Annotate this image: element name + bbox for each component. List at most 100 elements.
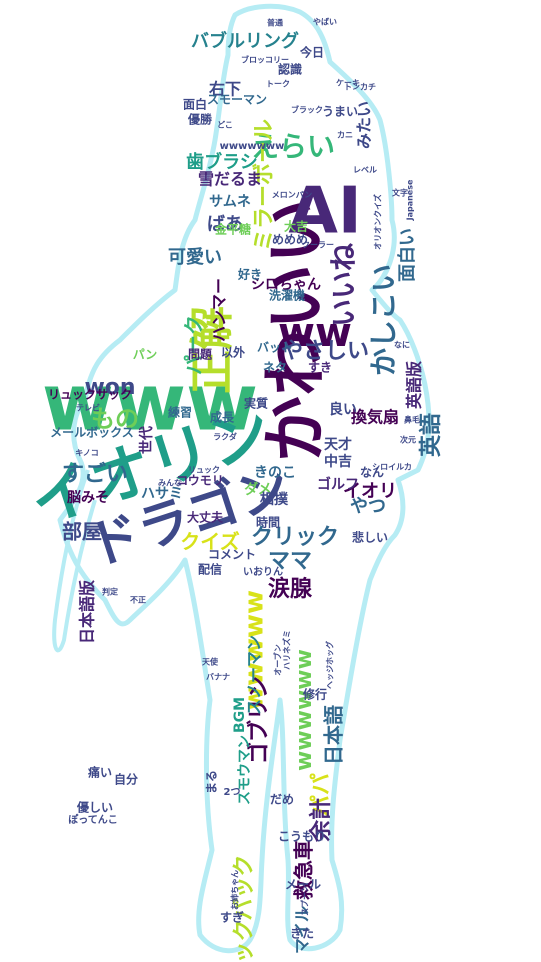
cloud-word: コウモリ	[176, 474, 224, 488]
cloud-word: クイズ	[180, 530, 239, 554]
cloud-word: オーブン	[273, 644, 283, 676]
cloud-word: ハンマー	[210, 278, 229, 342]
cloud-word: バット	[257, 341, 293, 355]
cloud-word: シロちゃん	[251, 277, 321, 293]
cloud-word: wwwwww	[292, 649, 317, 771]
cloud-word: 大吉	[284, 219, 308, 234]
cloud-word: ネタ	[263, 361, 287, 375]
cloud-word: 良い	[329, 401, 357, 418]
cloud-word: 大丈夫	[187, 510, 224, 525]
cloud-word: スプーン	[300, 884, 310, 916]
cloud-word: ハサミ	[141, 486, 183, 502]
cloud-word: バックパック	[232, 855, 257, 962]
cloud-word: 天使	[202, 657, 219, 667]
cloud-word: 世代	[138, 426, 155, 454]
cloud-word: 余計	[308, 798, 334, 843]
cloud-word: サムネ	[209, 194, 251, 210]
cloud-word: 鼻毛	[404, 415, 420, 425]
cloud-word: きた	[290, 927, 314, 941]
cloud-word: こうもり	[278, 830, 326, 844]
cloud-word: 練習	[168, 405, 192, 420]
cloud-word: パパ	[309, 773, 334, 817]
cloud-word: なに	[394, 341, 410, 350]
cloud-word: 面白	[183, 97, 207, 112]
cloud-word: マイル	[293, 906, 312, 954]
cloud-word: イオリ	[343, 481, 397, 502]
cloud-word: すぎ	[220, 910, 244, 925]
cloud-word: ゴブリン	[246, 676, 272, 764]
figure-silhouette-fill	[60, 6, 430, 951]
cloud-word: バブルリング	[191, 30, 299, 52]
cloud-word: ママ	[268, 549, 312, 574]
cloud-word: 不正	[130, 596, 146, 605]
cloud-word: AI	[288, 175, 361, 249]
cloud-word: パーク	[182, 315, 206, 375]
cloud-word: 脳みそ	[67, 489, 109, 506]
cloud-word: 実質	[244, 396, 268, 411]
cloud-word: トーク	[266, 79, 290, 89]
cloud-word: シロイルカ	[372, 463, 412, 472]
cloud-word: 配信	[198, 562, 222, 577]
cloud-word: ハリネズミ	[282, 630, 292, 670]
cloud-word: 中吉	[324, 453, 352, 470]
cloud-word: 悲しい	[352, 530, 388, 545]
cloud-word: 優勝	[187, 112, 213, 127]
cloud-word: スモウマン	[237, 735, 253, 805]
cloud-word: 面白い	[396, 228, 418, 282]
cloud-word: コメント	[208, 548, 256, 562]
cloud-word: 洗濯機	[269, 288, 305, 303]
cloud-word: スモーマン	[207, 93, 267, 107]
cloud-word: カニ	[337, 131, 353, 140]
cloud-word: いおりん	[243, 566, 283, 578]
cloud-word: メール	[285, 878, 321, 892]
cloud-word: ラクダ	[213, 432, 237, 442]
cloud-word: もの	[91, 405, 139, 433]
cloud-word: 右下	[209, 80, 241, 99]
cloud-word: 日本語版	[78, 580, 97, 644]
cloud-word: お姉ちゃん	[230, 870, 240, 910]
cloud-word: 問題	[188, 348, 213, 362]
cloud-word: 普通	[267, 18, 283, 28]
cloud-word: 部屋	[62, 520, 102, 544]
cloud-word: ばあ	[207, 214, 243, 235]
cloud-word: 天才	[324, 436, 352, 453]
cloud-word: 英語	[418, 413, 444, 457]
cloud-word: 英語版	[405, 361, 424, 410]
cloud-word: えらい	[251, 130, 335, 163]
cloud-word: ミラーボール	[252, 119, 277, 251]
cloud-word: ぽってんこ	[68, 813, 118, 826]
cloud-word: レベル	[353, 166, 377, 175]
cloud-word: テレビ	[76, 403, 100, 413]
cloud-word: 換気扇	[351, 408, 399, 427]
cloud-word: 日本語	[322, 705, 346, 765]
cloud-word: オリオンクイズ	[373, 194, 383, 250]
cloud-word: どこ	[217, 120, 233, 130]
cloud-word: きのこ	[254, 465, 296, 481]
cloud-word: 今日	[299, 45, 324, 60]
cloud-word: 判定	[102, 587, 118, 597]
cloud-word: すき	[308, 361, 332, 375]
cloud-word: クリック	[251, 525, 339, 550]
cloud-word: キノコ	[75, 449, 98, 458]
cloud-word: 歯ブラシ	[186, 151, 258, 173]
cloud-word: すごい	[62, 461, 128, 487]
cloud-word: うまい	[322, 105, 358, 119]
cloud-word: ヘッジホッグ	[325, 641, 335, 689]
cloud-word: やばい	[313, 17, 337, 27]
cloud-word: 修行	[302, 687, 327, 702]
cloud-word: なん	[360, 466, 384, 480]
hair-strand-outline	[52, 469, 97, 653]
cloud-word: リュックサック	[48, 388, 132, 402]
cloud-word: かしこい	[367, 264, 400, 376]
cloud-word: トンカチ	[344, 83, 376, 92]
cloud-word: やさしい	[281, 339, 369, 364]
cloud-word: 涙腺	[268, 576, 313, 602]
cloud-word: 優しい	[76, 800, 113, 815]
cloud-word: ブロッコリー	[241, 55, 289, 65]
cloud-word: パン	[133, 348, 158, 362]
cloud-word: 雪だるま	[198, 170, 262, 189]
cloud-word: 救急車	[292, 840, 316, 900]
cloud-word: ダメ	[244, 481, 272, 498]
cloud-word: メロンパン	[272, 190, 312, 200]
